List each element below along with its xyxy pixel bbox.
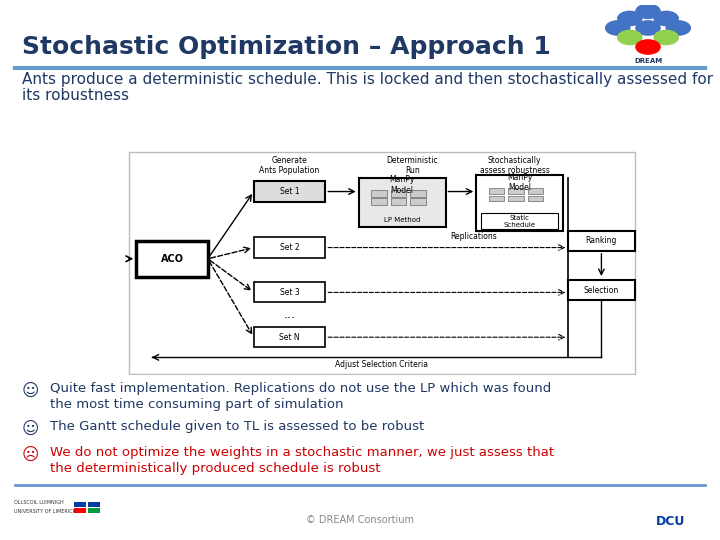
FancyBboxPatch shape: [568, 231, 634, 251]
Text: Set N: Set N: [279, 333, 300, 342]
Text: Adjust Selection Criteria: Adjust Selection Criteria: [335, 360, 428, 369]
Text: Stochastically
assess robustness: Stochastically assess robustness: [480, 156, 549, 175]
Text: © DREAM Consortium: © DREAM Consortium: [306, 515, 414, 525]
FancyBboxPatch shape: [410, 198, 426, 205]
Text: DREAM: DREAM: [634, 58, 662, 64]
Text: its robustness: its robustness: [22, 88, 129, 103]
Circle shape: [636, 4, 660, 18]
Text: Static
Schedule: Static Schedule: [503, 215, 536, 228]
FancyBboxPatch shape: [410, 191, 426, 197]
Text: UNIVERSITY OF LIMERICK: UNIVERSITY OF LIMERICK: [14, 509, 76, 514]
FancyBboxPatch shape: [568, 280, 634, 300]
FancyBboxPatch shape: [74, 502, 86, 507]
Circle shape: [654, 30, 678, 45]
Text: ACO: ACO: [161, 254, 184, 264]
Circle shape: [636, 40, 660, 54]
Text: ☹: ☹: [22, 446, 40, 464]
Text: Deterministic
Run: Deterministic Run: [387, 156, 438, 175]
FancyBboxPatch shape: [129, 152, 634, 374]
FancyBboxPatch shape: [74, 508, 86, 514]
Text: Set 2: Set 2: [280, 243, 300, 252]
FancyBboxPatch shape: [489, 188, 504, 194]
Text: Replications: Replications: [450, 232, 497, 241]
FancyBboxPatch shape: [528, 188, 543, 194]
Circle shape: [606, 21, 630, 35]
Circle shape: [636, 21, 660, 35]
Text: The Gantt schedule given to TL is assessed to be robust: The Gantt schedule given to TL is assess…: [50, 420, 424, 433]
FancyBboxPatch shape: [254, 181, 325, 201]
FancyBboxPatch shape: [508, 188, 523, 194]
FancyBboxPatch shape: [508, 195, 523, 201]
FancyBboxPatch shape: [391, 191, 406, 197]
Text: LP Method: LP Method: [384, 217, 420, 222]
Text: ☺: ☺: [22, 382, 40, 400]
FancyBboxPatch shape: [89, 508, 99, 514]
Text: Ranking: Ranking: [586, 237, 617, 245]
FancyBboxPatch shape: [528, 195, 543, 201]
Circle shape: [618, 30, 642, 45]
FancyBboxPatch shape: [489, 195, 504, 201]
Text: the deterministically produced schedule is robust: the deterministically produced schedule …: [50, 462, 380, 475]
Text: Selection: Selection: [584, 286, 619, 295]
FancyBboxPatch shape: [359, 178, 446, 227]
Text: ManPy
Model: ManPy Model: [507, 173, 532, 192]
FancyBboxPatch shape: [136, 241, 208, 276]
Text: Stochastic Optimization – Approach 1: Stochastic Optimization – Approach 1: [22, 35, 551, 59]
Text: Quite fast implementation. Replications do not use the LP which was found: Quite fast implementation. Replications …: [50, 382, 552, 395]
FancyBboxPatch shape: [254, 238, 325, 258]
Text: ...: ...: [284, 308, 296, 321]
FancyBboxPatch shape: [254, 282, 325, 302]
Text: the most time consuming part of simulation: the most time consuming part of simulati…: [50, 398, 343, 411]
Circle shape: [618, 11, 642, 25]
FancyBboxPatch shape: [372, 191, 387, 197]
Text: DCU: DCU: [656, 515, 685, 528]
FancyBboxPatch shape: [254, 327, 325, 347]
Text: ManPy
Model: ManPy Model: [390, 175, 415, 194]
Text: Set 1: Set 1: [280, 187, 300, 196]
FancyBboxPatch shape: [391, 198, 406, 205]
Text: OLLSCOIL LUIMNIGH: OLLSCOIL LUIMNIGH: [14, 500, 64, 505]
Circle shape: [666, 21, 690, 35]
Circle shape: [654, 11, 678, 25]
Text: ☺: ☺: [22, 420, 40, 438]
FancyBboxPatch shape: [372, 198, 387, 205]
Text: We do not optimize the weights in a stochastic manner, we just assess that: We do not optimize the weights in a stoc…: [50, 446, 554, 459]
FancyBboxPatch shape: [481, 213, 558, 228]
FancyBboxPatch shape: [476, 175, 563, 231]
FancyBboxPatch shape: [89, 502, 99, 507]
Text: Ants produce a deterministic schedule. This is locked and then stochastically as: Ants produce a deterministic schedule. T…: [22, 72, 713, 87]
Text: Generate
Ants Population: Generate Ants Population: [259, 156, 320, 175]
Text: Set 3: Set 3: [279, 288, 300, 297]
